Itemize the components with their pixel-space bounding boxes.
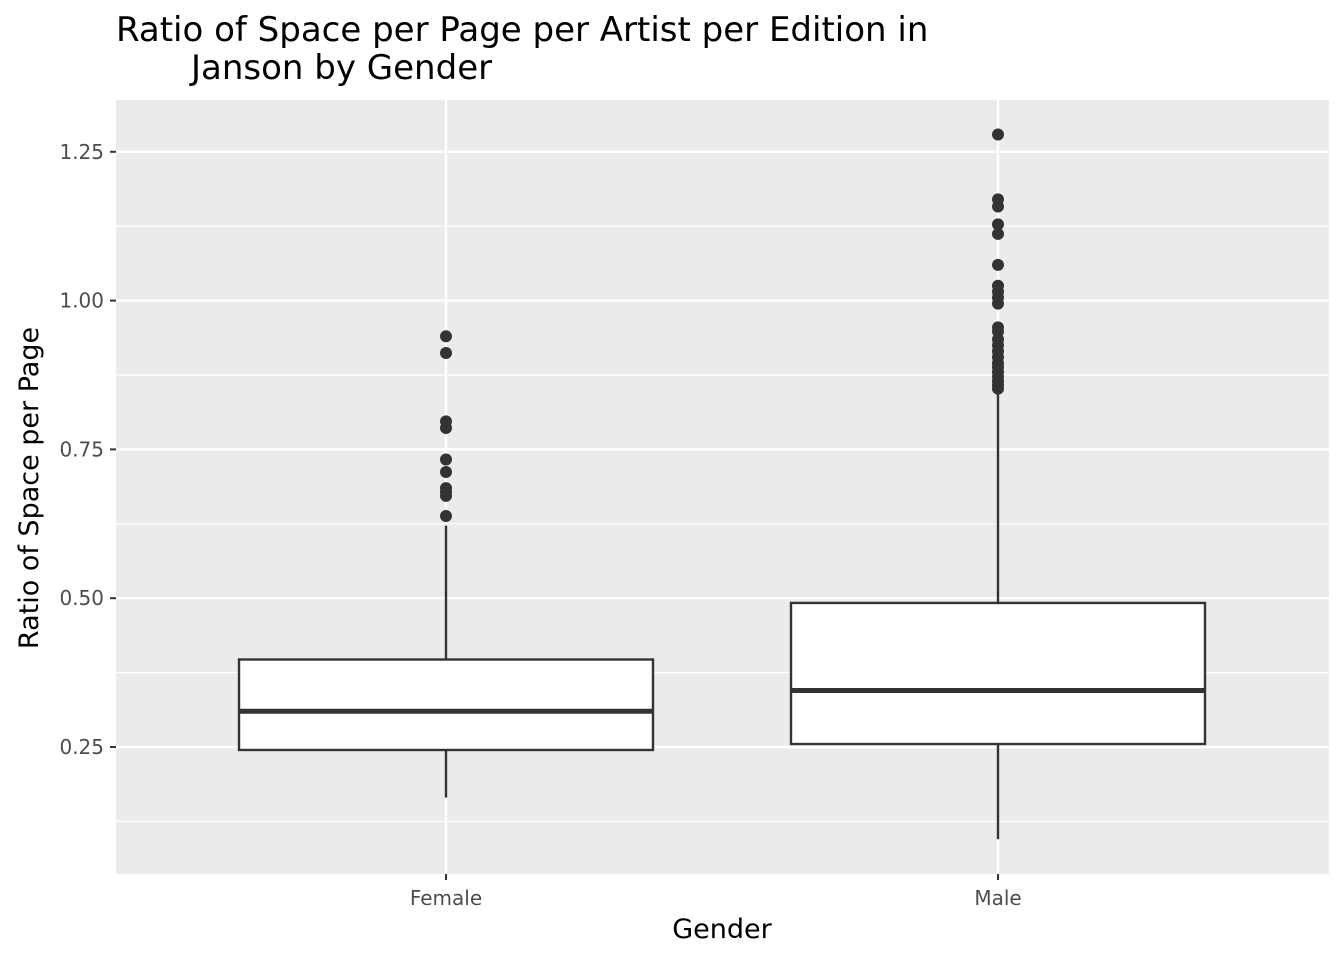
outlier-point bbox=[992, 218, 1004, 231]
y-axis-title: Ratio of Space per Page bbox=[14, 327, 45, 649]
box-male bbox=[789, 128, 1207, 840]
y-tick-label: 0.75 bbox=[59, 437, 104, 461]
iqr-box bbox=[237, 658, 655, 752]
axes: 0.25 0.50 0.75 1.00 1.25 Female Male bbox=[59, 140, 1021, 910]
outlier-point bbox=[440, 346, 452, 359]
outlier-point bbox=[440, 415, 452, 428]
outlier-point bbox=[440, 466, 452, 479]
plot-panel bbox=[116, 100, 1329, 874]
chart-title-line-1: Ratio of Space per Page per Artist per E… bbox=[116, 10, 928, 50]
outlier-point bbox=[440, 453, 452, 466]
iqr-box bbox=[789, 601, 1207, 746]
outlier-point bbox=[992, 128, 1004, 141]
y-tick-label: 0.50 bbox=[59, 586, 104, 610]
x-tick-label: Male bbox=[974, 886, 1021, 910]
outlier-point bbox=[992, 321, 1004, 334]
box-female bbox=[237, 330, 655, 798]
y-tick-label: 1.00 bbox=[59, 289, 104, 313]
outlier-point bbox=[992, 279, 1004, 292]
y-tick-label: 1.25 bbox=[59, 140, 104, 164]
outlier-point bbox=[992, 193, 1004, 206]
boxes bbox=[237, 128, 1207, 840]
y-tick-label: 0.25 bbox=[59, 735, 104, 759]
chart-title-line-2: Janson by Gender bbox=[189, 48, 492, 88]
x-tick-label: Female bbox=[410, 886, 482, 910]
outlier-point bbox=[440, 482, 452, 495]
outlier-point bbox=[440, 330, 452, 343]
outlier-point bbox=[440, 510, 452, 523]
outlier-point bbox=[992, 258, 1004, 271]
outlier-point bbox=[992, 227, 1004, 240]
x-axis-title: Gender bbox=[672, 914, 772, 945]
